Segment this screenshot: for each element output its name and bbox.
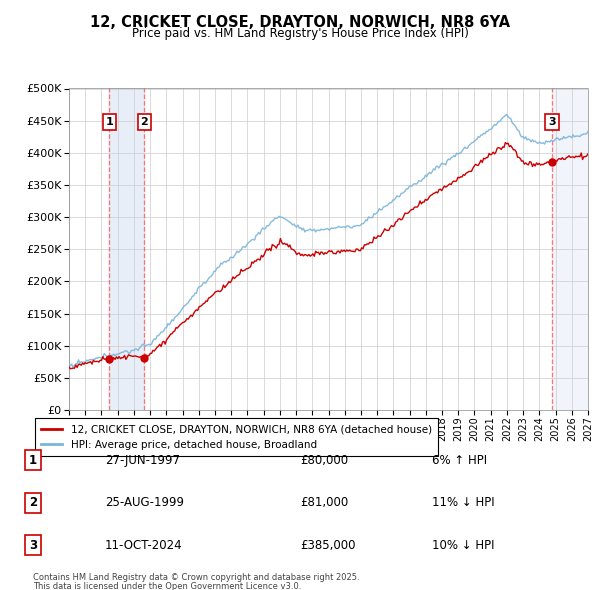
Text: £80,000: £80,000: [300, 454, 348, 467]
Text: £81,000: £81,000: [300, 496, 348, 509]
Text: 1: 1: [29, 454, 37, 467]
Bar: [109, 88, 145, 410]
Text: 12, CRICKET CLOSE, DRAYTON, NORWICH, NR8 6YA: 12, CRICKET CLOSE, DRAYTON, NORWICH, NR8…: [90, 15, 510, 30]
Text: £385,000: £385,000: [300, 539, 355, 552]
Text: 3: 3: [548, 117, 556, 127]
Text: Contains HM Land Registry data © Crown copyright and database right 2025.: Contains HM Land Registry data © Crown c…: [33, 573, 359, 582]
Text: 11% ↓ HPI: 11% ↓ HPI: [432, 496, 494, 509]
Text: 3: 3: [29, 539, 37, 552]
Text: This data is licensed under the Open Government Licence v3.0.: This data is licensed under the Open Gov…: [33, 582, 301, 590]
Text: 11-OCT-2024: 11-OCT-2024: [105, 539, 182, 552]
Text: 1: 1: [106, 117, 113, 127]
Text: 2: 2: [140, 117, 148, 127]
Text: 2: 2: [29, 496, 37, 509]
Text: 25-AUG-1999: 25-AUG-1999: [105, 496, 184, 509]
Text: Price paid vs. HM Land Registry's House Price Index (HPI): Price paid vs. HM Land Registry's House …: [131, 27, 469, 40]
Text: 6% ↑ HPI: 6% ↑ HPI: [432, 454, 487, 467]
Text: 27-JUN-1997: 27-JUN-1997: [105, 454, 180, 467]
Text: 10% ↓ HPI: 10% ↓ HPI: [432, 539, 494, 552]
Bar: [552, 88, 588, 410]
Legend: 12, CRICKET CLOSE, DRAYTON, NORWICH, NR8 6YA (detached house), HPI: Average pric: 12, CRICKET CLOSE, DRAYTON, NORWICH, NR8…: [35, 418, 438, 456]
